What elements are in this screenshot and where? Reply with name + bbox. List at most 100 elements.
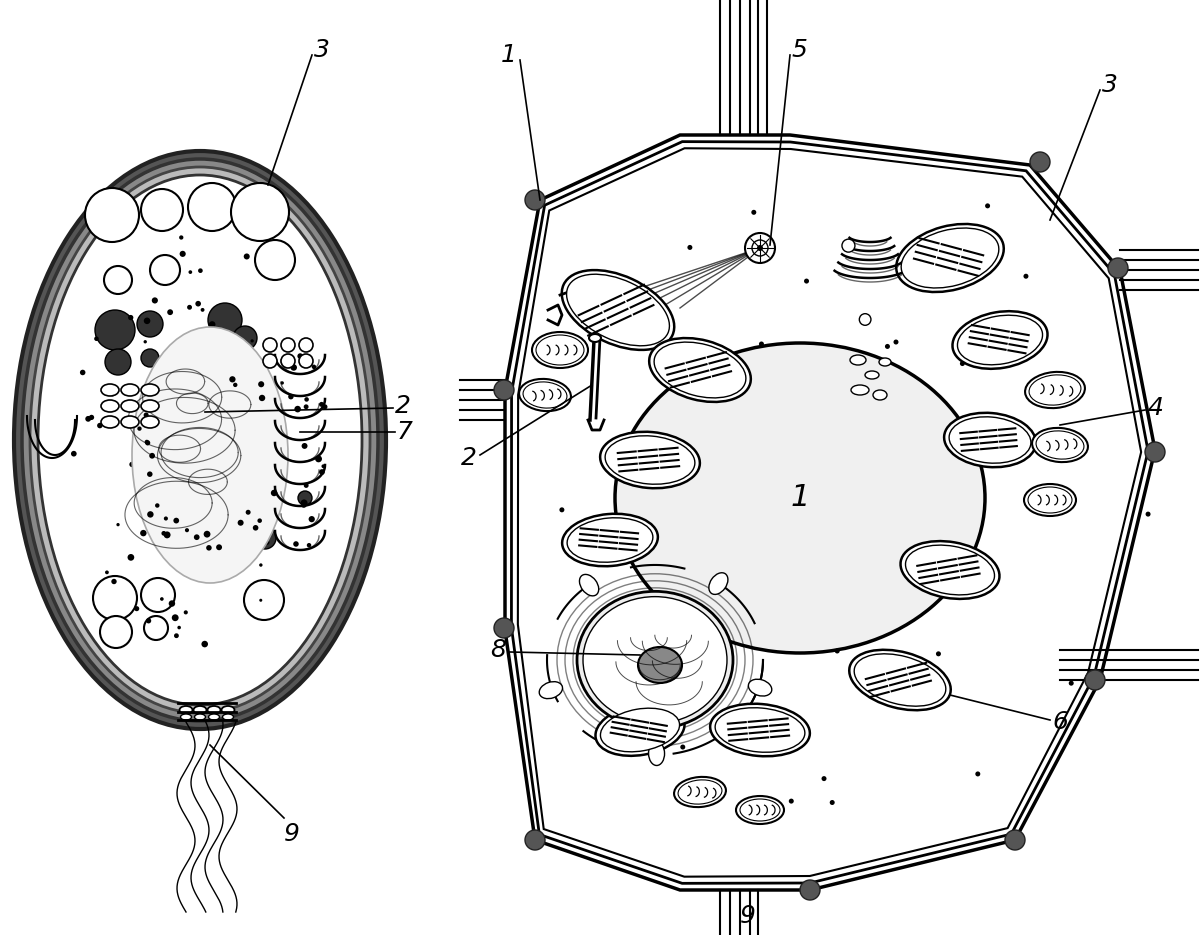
Circle shape: [745, 233, 775, 263]
Ellipse shape: [22, 159, 378, 721]
Text: 9: 9: [284, 822, 300, 846]
Ellipse shape: [850, 650, 950, 711]
Ellipse shape: [1030, 375, 1081, 405]
Circle shape: [209, 322, 216, 328]
Circle shape: [158, 368, 163, 373]
Circle shape: [268, 434, 275, 441]
Ellipse shape: [865, 371, 878, 379]
Circle shape: [259, 564, 263, 567]
Circle shape: [940, 271, 944, 277]
Ellipse shape: [180, 714, 192, 720]
Circle shape: [187, 305, 192, 309]
Circle shape: [180, 251, 186, 257]
Circle shape: [152, 538, 157, 542]
Circle shape: [960, 361, 965, 366]
Circle shape: [319, 469, 325, 475]
Circle shape: [246, 510, 251, 515]
Circle shape: [298, 491, 312, 505]
Text: 2: 2: [461, 446, 478, 470]
Circle shape: [137, 311, 163, 337]
Ellipse shape: [1025, 372, 1085, 408]
Ellipse shape: [222, 706, 234, 714]
Circle shape: [160, 361, 167, 368]
Circle shape: [263, 338, 277, 352]
Circle shape: [258, 381, 264, 387]
Circle shape: [959, 342, 964, 348]
Circle shape: [1006, 830, 1025, 850]
Circle shape: [94, 576, 137, 620]
Ellipse shape: [900, 541, 1000, 599]
Circle shape: [758, 341, 764, 347]
Ellipse shape: [674, 777, 726, 807]
Ellipse shape: [14, 151, 386, 729]
Circle shape: [145, 440, 150, 445]
Ellipse shape: [142, 384, 158, 396]
Circle shape: [253, 381, 259, 387]
Ellipse shape: [710, 704, 810, 756]
Circle shape: [178, 348, 184, 352]
Ellipse shape: [568, 518, 653, 562]
Circle shape: [144, 616, 168, 640]
Circle shape: [1030, 152, 1050, 172]
Ellipse shape: [209, 714, 220, 720]
Circle shape: [298, 353, 304, 359]
Circle shape: [80, 369, 85, 375]
Circle shape: [829, 800, 835, 805]
Circle shape: [150, 255, 180, 285]
Circle shape: [299, 354, 313, 368]
Ellipse shape: [600, 432, 700, 488]
Circle shape: [281, 381, 284, 384]
Ellipse shape: [1024, 484, 1076, 516]
Circle shape: [172, 614, 179, 621]
Circle shape: [162, 531, 166, 536]
Ellipse shape: [654, 342, 746, 398]
Circle shape: [304, 483, 308, 488]
Ellipse shape: [121, 384, 139, 396]
Ellipse shape: [539, 682, 563, 698]
Circle shape: [145, 439, 149, 444]
Circle shape: [142, 349, 158, 367]
Circle shape: [155, 503, 160, 508]
Ellipse shape: [132, 327, 288, 583]
Circle shape: [198, 268, 203, 273]
Circle shape: [688, 245, 692, 250]
Circle shape: [194, 534, 199, 540]
Circle shape: [151, 408, 156, 411]
Circle shape: [316, 455, 322, 462]
Circle shape: [936, 652, 941, 656]
Circle shape: [288, 394, 294, 399]
Circle shape: [167, 309, 173, 315]
Circle shape: [71, 451, 77, 456]
Circle shape: [174, 633, 179, 638]
Circle shape: [835, 649, 840, 654]
Ellipse shape: [101, 400, 119, 412]
Circle shape: [308, 516, 314, 523]
Circle shape: [290, 365, 296, 371]
Circle shape: [300, 499, 307, 507]
Circle shape: [163, 531, 170, 539]
Circle shape: [251, 366, 257, 372]
Circle shape: [305, 397, 308, 402]
Circle shape: [259, 395, 265, 401]
Ellipse shape: [194, 714, 205, 720]
Circle shape: [233, 382, 238, 387]
Circle shape: [304, 404, 308, 410]
Ellipse shape: [208, 706, 221, 714]
Text: 1: 1: [791, 483, 810, 512]
Text: 3: 3: [314, 38, 330, 62]
Ellipse shape: [678, 780, 722, 804]
Ellipse shape: [749, 679, 772, 696]
Circle shape: [216, 544, 222, 550]
Circle shape: [262, 529, 268, 536]
Circle shape: [526, 190, 545, 210]
Circle shape: [130, 462, 134, 468]
Circle shape: [185, 528, 190, 532]
Circle shape: [884, 344, 890, 349]
Circle shape: [233, 326, 257, 350]
Ellipse shape: [649, 338, 751, 402]
Circle shape: [680, 744, 685, 750]
Ellipse shape: [30, 167, 370, 713]
Circle shape: [264, 539, 270, 545]
Circle shape: [752, 240, 768, 256]
Circle shape: [804, 279, 809, 283]
